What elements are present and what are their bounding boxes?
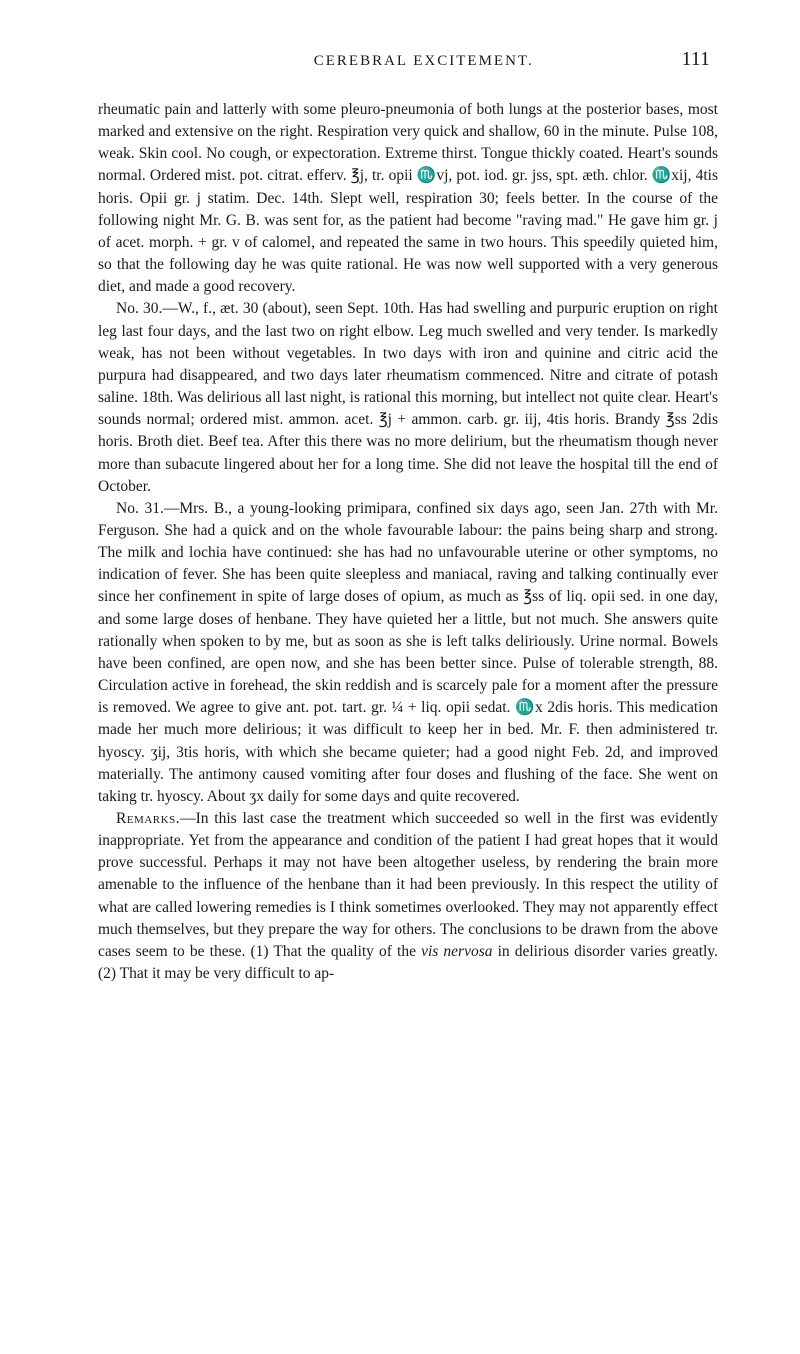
page-number: 111 [681,48,710,71]
paragraph-3: Remarks.—In this last case the treatment… [98,808,718,985]
body-text-container: rheumatic pain and latterly with some pl… [98,99,718,985]
paragraph-0: rheumatic pain and latterly with some pl… [98,99,718,298]
page-header: CEREBRAL EXCITEMENT. 111 [98,48,718,71]
header-title: CEREBRAL EXCITEMENT. [106,53,681,70]
paragraph-2: No. 31.—Mrs. B., a young-looking primipa… [98,498,718,808]
paragraph-1: No. 30.—W., f., æt. 30 (about), seen Sep… [98,298,718,497]
